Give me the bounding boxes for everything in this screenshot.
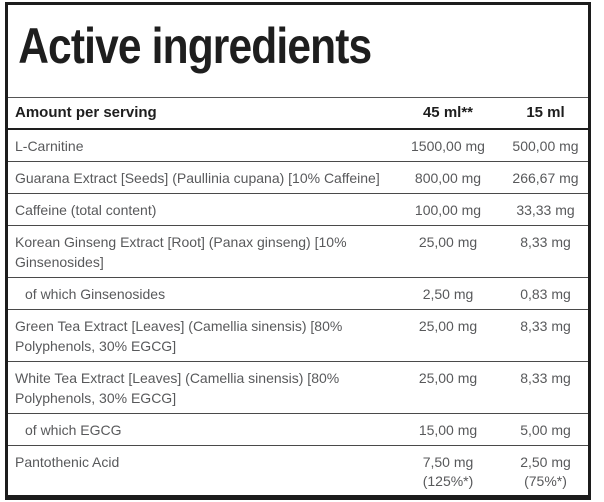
amount-45ml-cell: 7,50 mg (125%*) — [393, 446, 503, 496]
amount-45ml-value: 100,00 mg — [414, 202, 482, 218]
amount-45ml-cell: 800,00 mg — [393, 161, 503, 194]
ingredient-name-cell: L-Carnitine — [8, 129, 393, 162]
table-row: Korean Ginseng Extract [Root] (Panax gin… — [8, 225, 588, 278]
ingredient-name-cell: of which EGCG — [8, 413, 393, 446]
ingredients-table: Amount per serving 45 ml** 15 ml L-Carni… — [8, 97, 588, 495]
ingredient-name-cell: Pantothenic Acid — [15, 454, 120, 470]
amount-15ml-cell: 33,33 mg — [503, 193, 588, 226]
amount-15ml-value: 0,83 mg — [520, 286, 571, 302]
amount-45ml-daily-value: (125%*) — [422, 473, 474, 489]
supplement-facts-panel: Active ingredients Amount per serving 45… — [5, 2, 591, 500]
amount-15ml-value: 33,33 mg — [516, 202, 575, 218]
ingredient-name-cell: Guarana Extract [Seeds] (Paullinia cupan… — [8, 161, 393, 194]
table-row: Pantothenic Acid 7,50 mg (125%*) 2,50 mg… — [8, 446, 588, 496]
column-header-45ml: 45 ml** — [393, 97, 503, 130]
amount-15ml-daily-value: (75%*) — [524, 473, 567, 489]
column-header-amount-per-serving: Amount per serving — [8, 97, 393, 130]
amount-15ml-cell: 2,50 mg (75%*) — [503, 446, 588, 496]
table-row: of which Ginsenosides 2,50 mg 0,83 mg — [8, 277, 588, 310]
amount-15ml-cell: 8,33 mg — [503, 361, 588, 414]
ingredient-name-cell: Green Tea Extract [Leaves] (Camellia sin… — [8, 309, 393, 362]
table-row: Caffeine (total content) 100,00 mg 33,33… — [8, 193, 588, 226]
ingredient-name-cell: White Tea Extract [Leaves] (Camellia sin… — [8, 361, 393, 414]
table-row: L-Carnitine 1500,00 mg 500,00 mg — [8, 129, 588, 162]
amount-15ml-cell: 266,67 mg — [503, 161, 588, 194]
amount-45ml-value: 25,00 mg — [418, 234, 478, 250]
ingredient-name-cell: Korean Ginseng Extract [Root] (Panax gin… — [8, 225, 393, 278]
amount-15ml-value: 266,67 mg — [512, 170, 579, 186]
table-row: White Tea Extract [Leaves] (Camellia sin… — [8, 361, 588, 414]
amount-45ml-value: 25,00 mg — [418, 370, 478, 386]
amount-15ml-value: 500,00 mg — [512, 138, 579, 154]
amount-45ml-cell: 25,00 mg — [393, 361, 503, 414]
amount-15ml-value: 8,33 mg — [520, 318, 571, 334]
amount-15ml-cell: 0,83 mg — [503, 277, 588, 310]
ingredient-name-cell: Caffeine (total content) — [8, 193, 393, 226]
table-header-row: Amount per serving 45 ml** 15 ml — [8, 97, 588, 130]
amount-45ml-cell: 25,00 mg — [393, 309, 503, 362]
column-header-15ml: 15 ml — [503, 97, 588, 130]
amount-45ml-cell: 25,00 mg — [393, 225, 503, 278]
amount-15ml-cell: 5,00 mg — [503, 413, 588, 446]
amount-45ml-value: 15,00 mg — [418, 422, 478, 438]
table-row: of which EGCG 15,00 mg 5,00 mg — [8, 413, 588, 446]
amount-15ml-value: 2,50 mg — [520, 454, 571, 470]
table-row: Guarana Extract [Seeds] (Paullinia cupan… — [8, 161, 588, 194]
amount-15ml-cell: 500,00 mg — [503, 129, 588, 162]
amount-15ml-cell: 8,33 mg — [503, 225, 588, 278]
amount-45ml-value: 2,50 mg — [422, 286, 474, 302]
amount-45ml-cell: 2,50 mg — [393, 277, 503, 310]
amount-45ml-cell: 1500,00 mg — [393, 129, 503, 162]
amount-45ml-cell: 100,00 mg — [393, 193, 503, 226]
amount-15ml-cell: 8,33 mg — [503, 309, 588, 362]
panel-title: Active ingredients — [18, 18, 372, 74]
amount-15ml-value: 8,33 mg — [520, 370, 571, 386]
amount-45ml-cell: 15,00 mg — [393, 413, 503, 446]
ingredient-name-cell: of which Ginsenosides — [8, 277, 393, 310]
amount-45ml-value: 7,50 mg — [422, 454, 474, 470]
table-row: Green Tea Extract [Leaves] (Camellia sin… — [8, 309, 588, 362]
amount-45ml-value: 25,00 mg — [418, 318, 478, 334]
amount-15ml-value: 5,00 mg — [520, 422, 571, 438]
amount-45ml-value: 1500,00 mg — [411, 138, 485, 154]
amount-45ml-value: 800,00 mg — [414, 170, 482, 186]
amount-15ml-value: 8,33 mg — [520, 234, 571, 250]
table-body: L-Carnitine 1500,00 mg 500,00 mg Guarana… — [8, 129, 588, 495]
